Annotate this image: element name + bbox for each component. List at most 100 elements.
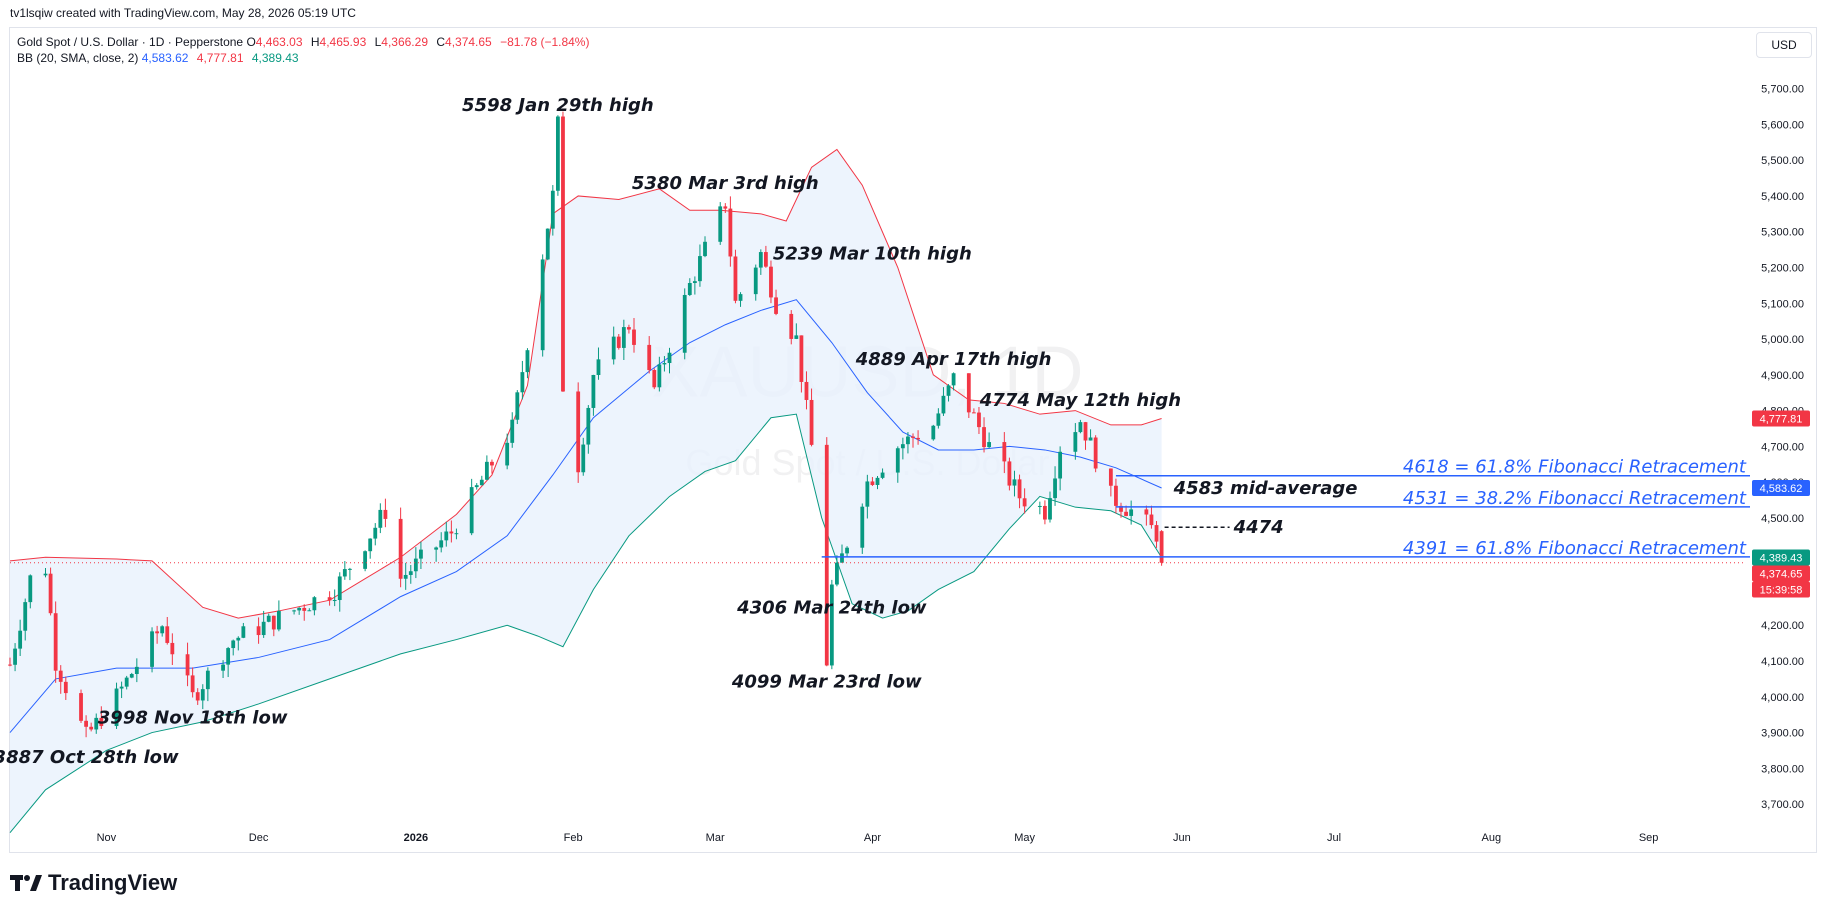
candle-body bbox=[190, 675, 195, 693]
candle-body bbox=[799, 335, 804, 382]
candle-body bbox=[931, 425, 936, 440]
x-tick-label: 2026 bbox=[404, 832, 428, 844]
change-value: −81.78 (−1.84%) bbox=[500, 35, 590, 49]
candle-body bbox=[200, 689, 205, 701]
candle-body bbox=[835, 562, 839, 585]
candle-body bbox=[84, 720, 88, 727]
y-tick-label: 5,300.00 bbox=[1761, 227, 1804, 239]
bollinger-band-fill bbox=[10, 149, 1162, 833]
candle-body bbox=[906, 436, 910, 445]
price-axis-label: 15:39:58 bbox=[1760, 584, 1803, 596]
candle-body bbox=[951, 373, 956, 386]
candle-body bbox=[1159, 531, 1164, 563]
candle-body bbox=[1012, 479, 1017, 486]
candle-body bbox=[804, 381, 809, 400]
symbol-description[interactable]: Gold Spot / U.S. Dollar · 1D · Peppersto… bbox=[17, 35, 244, 49]
bollinger-lower-line bbox=[9, 413, 1163, 834]
y-tick-label: 5,700.00 bbox=[1761, 84, 1804, 96]
candle-body bbox=[484, 461, 489, 480]
candle-body bbox=[292, 610, 296, 612]
candle-body bbox=[449, 531, 454, 534]
y-tick-label: 5,400.00 bbox=[1761, 191, 1804, 203]
level-4474-label: 4474 bbox=[1233, 517, 1284, 538]
fib-level-label: 4531 = 38.2% Fibonacci Retracement bbox=[1403, 488, 1747, 509]
candle-body bbox=[1083, 422, 1088, 441]
candle-body bbox=[774, 297, 778, 314]
candle-body bbox=[1048, 498, 1052, 520]
candle-body bbox=[1119, 505, 1123, 512]
x-tick-label: Sep bbox=[1639, 832, 1659, 844]
close-value: 4,374.65 bbox=[445, 35, 492, 49]
candle-body bbox=[652, 370, 657, 388]
candle-body bbox=[1037, 505, 1042, 507]
candle-body bbox=[865, 481, 870, 507]
candle-body bbox=[505, 442, 510, 466]
candle-body bbox=[753, 267, 758, 295]
candle-body bbox=[221, 664, 225, 671]
candle-body bbox=[555, 116, 560, 191]
chart-annotation: 5598 Jan 29th high bbox=[462, 95, 654, 116]
candle-body bbox=[845, 547, 849, 554]
x-tick-label: Jul bbox=[1327, 832, 1341, 844]
candle-body bbox=[1043, 505, 1047, 520]
y-tick-label: 5,000.00 bbox=[1761, 334, 1804, 346]
candle-body bbox=[987, 442, 992, 448]
candle-body bbox=[723, 206, 728, 209]
x-tick-label: Nov bbox=[97, 832, 117, 844]
candle-body bbox=[368, 538, 373, 552]
candle-body bbox=[58, 670, 63, 682]
candle-body bbox=[718, 206, 723, 242]
price-axis-label-box bbox=[1752, 549, 1810, 566]
candle-body bbox=[271, 615, 276, 630]
candle-body bbox=[1058, 451, 1063, 479]
y-tick-label: 5,600.00 bbox=[1761, 119, 1804, 131]
candle-body bbox=[561, 116, 565, 392]
candle-body bbox=[337, 576, 342, 601]
x-tick-label: Mar bbox=[706, 832, 725, 844]
candle-body bbox=[205, 670, 210, 690]
candle-body bbox=[698, 256, 702, 282]
candle-body bbox=[99, 717, 104, 727]
candle-body bbox=[363, 551, 368, 569]
chart-annotation: 4306 Mar 24th low bbox=[736, 597, 927, 618]
bb-basis-value: 4,583.62 bbox=[141, 51, 189, 65]
candle-body bbox=[94, 717, 99, 730]
candle-body bbox=[48, 573, 53, 614]
candle-body bbox=[28, 575, 33, 603]
candle-body bbox=[332, 600, 337, 602]
candle-body bbox=[170, 642, 175, 655]
candle-body bbox=[703, 241, 707, 257]
candle-body bbox=[520, 372, 525, 393]
price-axis-label-box bbox=[1752, 410, 1810, 427]
chart-frame bbox=[9, 27, 1817, 853]
candle-body bbox=[540, 259, 545, 351]
high-label: H bbox=[310, 35, 320, 49]
candle-body bbox=[403, 574, 408, 579]
candle-body bbox=[474, 485, 479, 488]
fib-level-label: 4391 = 61.8% Fibonacci Retracement bbox=[1403, 538, 1747, 559]
candle-body bbox=[297, 607, 302, 611]
currency-button[interactable]: USD bbox=[1756, 32, 1812, 58]
candle-body bbox=[875, 477, 880, 485]
y-tick-label: 5,500.00 bbox=[1761, 155, 1804, 167]
chart-annotation: 3998 Nov 18th low bbox=[98, 708, 288, 729]
candle-body bbox=[1022, 498, 1027, 507]
low-value: 4,366.29 bbox=[381, 35, 428, 49]
bb-indicator-label[interactable]: BB (20, SMA, close, 2) bbox=[17, 51, 139, 65]
candle-body bbox=[682, 294, 687, 353]
candle-body bbox=[373, 527, 378, 539]
candle-body bbox=[840, 553, 844, 563]
candle-body bbox=[261, 621, 266, 636]
candle-body bbox=[824, 444, 829, 666]
candle-body bbox=[1144, 509, 1149, 515]
candle-body bbox=[971, 412, 976, 414]
candle-body bbox=[276, 610, 281, 630]
candle-body bbox=[383, 509, 388, 519]
y-tick-label: 3,700.00 bbox=[1761, 799, 1804, 811]
y-tick-label: 4,100.00 bbox=[1761, 656, 1804, 668]
candle-body bbox=[408, 571, 413, 575]
candle-body bbox=[632, 329, 636, 345]
x-tick-label: Apr bbox=[864, 832, 881, 844]
candle-body bbox=[860, 506, 865, 548]
